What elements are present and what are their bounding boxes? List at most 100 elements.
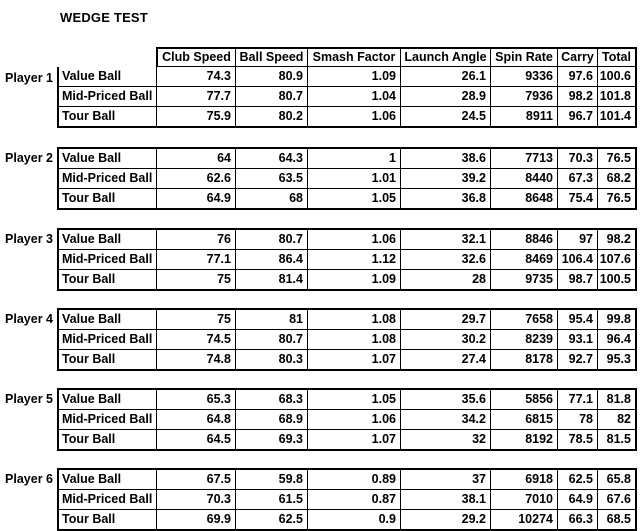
value-cell: 6815 — [491, 410, 558, 429]
value-cell: 39.2 — [401, 169, 491, 188]
value-cell: 1.12 — [308, 250, 401, 269]
value-cell: 65.3 — [157, 390, 236, 409]
value-cell: 64.9 — [157, 189, 236, 208]
value-cell: 32 — [401, 430, 491, 449]
ball-type-cell: Tour Ball — [59, 350, 157, 369]
value-cell: 24.5 — [401, 107, 491, 126]
value-cell: 80.7 — [236, 330, 308, 349]
value-cell: 107.6 — [599, 252, 631, 266]
value-cell: 77.7 — [157, 87, 236, 106]
value-cell: 86.4 — [236, 250, 308, 269]
table-row: Value Ball 64 64.3 1 38.6 7713 70.3 76.5 — [59, 149, 635, 169]
value-cell: 81.5 — [606, 432, 631, 446]
value-cell: 81 — [236, 310, 308, 329]
value-cell: 74.5 — [157, 330, 236, 349]
value-cell: 75.9 — [157, 107, 236, 126]
value-cell: 101.8 — [599, 89, 631, 103]
table-row: Value Ball 74.3 80.9 1.09 26.1 9336 97.6 100.6 — [59, 67, 635, 87]
value-cell: 64.8 — [157, 410, 236, 429]
column-header-club-speed: Club Speed — [158, 49, 236, 66]
value-cell: 70.3 — [558, 149, 598, 168]
value-cell: 62.5 — [236, 510, 308, 529]
value-cell: 96.7 — [558, 107, 598, 126]
ball-type-cell: Mid-Priced Ball — [59, 169, 157, 188]
value-cell: 59.8 — [236, 470, 308, 489]
value-cell: 66.3 — [558, 510, 598, 529]
value-cell: 80.9 — [236, 67, 308, 86]
value-cell: 35.6 — [401, 390, 491, 409]
player-group-4: Value Ball 75 81 1.08 29.7 7658 95.4 99.8 Mid-Pr… — [57, 308, 637, 371]
column-header-smash-factor: Smash Factor — [308, 49, 401, 66]
player-group-5: Value Ball 65.3 68.3 1.05 35.6 5856 77.1 81.8 Mi… — [57, 388, 637, 451]
column-header-ball-speed: Ball Speed — [236, 49, 308, 66]
value-cell: 37 — [401, 470, 491, 489]
value-cell: 1.07 — [308, 350, 401, 369]
value-cell: 32.6 — [401, 250, 491, 269]
value-cell: 10274 — [491, 510, 558, 529]
value-cell: 77.1 — [558, 390, 598, 409]
ball-type-cell: Value Ball — [59, 390, 157, 409]
value-cell: 6918 — [491, 470, 558, 489]
value-cell: 78 — [558, 410, 598, 429]
player-label-3: Player 3 — [5, 232, 53, 246]
table-row: Value Ball 67.5 59.8 0.89 37 6918 62.5 65.8 — [59, 470, 635, 490]
value-cell: 8192 — [491, 430, 558, 449]
ball-type-cell: Value Ball — [59, 67, 157, 86]
value-cell: 64.3 — [236, 149, 308, 168]
value-cell: 68 — [236, 189, 308, 208]
player-label-1: Player 1 — [5, 71, 53, 85]
value-cell: 26.1 — [401, 67, 491, 86]
table-row: Tour Ball 64.5 69.3 1.07 32 8192 78.5 81.5 — [59, 430, 635, 449]
ball-type-cell: Mid-Priced Ball — [59, 490, 157, 509]
value-cell: 68.5 — [606, 512, 631, 526]
value-cell: 1.05 — [308, 390, 401, 409]
value-cell: 0.87 — [308, 490, 401, 509]
value-cell: 1.06 — [308, 410, 401, 429]
value-cell: 75 — [157, 270, 236, 289]
value-cell: 0.9 — [308, 510, 401, 529]
table-row: Mid-Priced Ball 77.1 86.4 1.12 32.6 8469 106.4… — [59, 250, 635, 270]
value-cell: 7658 — [491, 310, 558, 329]
value-cell: 67.5 — [157, 470, 236, 489]
value-cell: 100.6 — [599, 69, 631, 83]
value-cell: 62.5 — [558, 470, 598, 489]
value-cell: 81.8 — [606, 392, 631, 406]
value-cell: 1.06 — [308, 107, 401, 126]
value-cell: 64.5 — [157, 430, 236, 449]
value-cell: 8178 — [491, 350, 558, 369]
value-cell: 80.2 — [236, 107, 308, 126]
value-cell: 92.7 — [558, 350, 598, 369]
player-label-2: Player 2 — [5, 151, 53, 165]
value-cell: 81.4 — [236, 270, 308, 289]
column-header-carry: Carry — [558, 49, 598, 66]
value-cell: 76.5 — [606, 191, 631, 205]
value-cell: 95.3 — [606, 352, 631, 366]
value-cell: 8911 — [491, 107, 558, 126]
ball-type-cell: Tour Ball — [59, 107, 157, 126]
table-row: Tour Ball 75 81.4 1.09 28 9735 98.7 100.5 — [59, 270, 635, 289]
value-cell: 64.9 — [558, 490, 598, 509]
value-cell: 1.09 — [308, 270, 401, 289]
value-cell: 29.7 — [401, 310, 491, 329]
value-cell: 68.3 — [236, 390, 308, 409]
value-cell: 1.07 — [308, 430, 401, 449]
value-cell: 1.09 — [308, 67, 401, 86]
table-row: Mid-Priced Ball 74.5 80.7 1.08 30.2 8239 93.1 9… — [59, 330, 635, 350]
value-cell: 7936 — [491, 87, 558, 106]
column-header-launch-angle: Launch Angle — [401, 49, 491, 66]
column-header-total: Total — [602, 50, 631, 64]
value-cell: 1.06 — [308, 230, 401, 249]
value-cell: 69.3 — [236, 430, 308, 449]
value-cell: 82 — [617, 412, 631, 426]
ball-type-cell: Tour Ball — [59, 270, 157, 289]
page-title: WEDGE TEST — [60, 10, 148, 25]
value-cell: 99.8 — [606, 312, 631, 326]
table-row: Tour Ball 64.9 68 1.05 36.8 8648 75.4 76.5 — [59, 189, 635, 208]
value-cell: 63.5 — [236, 169, 308, 188]
value-cell: 1.01 — [308, 169, 401, 188]
value-cell: 29.2 — [401, 510, 491, 529]
value-cell: 9336 — [491, 67, 558, 86]
value-cell: 98.7 — [558, 270, 598, 289]
value-cell: 0.89 — [308, 470, 401, 489]
table-row: Value Ball 65.3 68.3 1.05 35.6 5856 77.1 81.8 — [59, 390, 635, 410]
